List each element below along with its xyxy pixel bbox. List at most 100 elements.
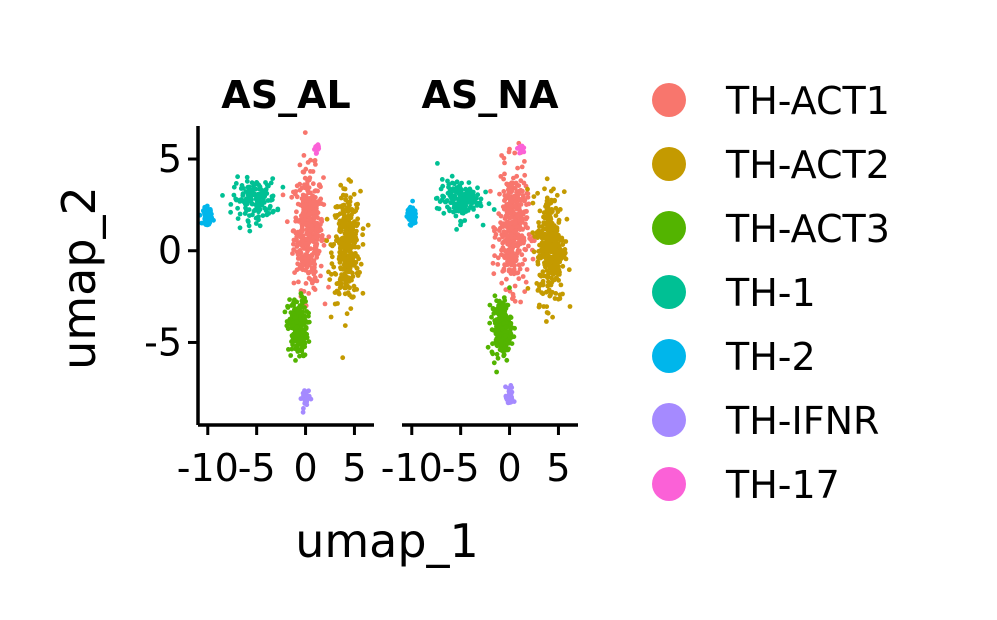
point-th-act1 [306, 291, 312, 296]
point-th-act1 [505, 258, 510, 264]
point-th-act1 [301, 205, 306, 211]
point-th-act1 [516, 276, 522, 282]
point-th-act3 [498, 347, 504, 353]
point-th-1 [243, 189, 249, 195]
x-tick-label: -10 [381, 446, 443, 490]
point-th-act1 [524, 209, 529, 214]
point-th-act1 [290, 251, 295, 256]
point-th-act2 [549, 255, 555, 261]
point-th-act3 [290, 338, 296, 344]
point-th-act1 [501, 239, 507, 244]
point-th-act3 [489, 314, 494, 320]
point-th-act1 [502, 198, 507, 204]
point-th-act2 [558, 248, 563, 254]
point-th-act2 [554, 192, 560, 198]
point-th-1 [265, 198, 271, 203]
point-th-act2 [539, 243, 545, 249]
point-th-act1 [508, 189, 514, 195]
point-th-act3 [300, 300, 305, 306]
point-th-act3 [302, 305, 307, 310]
point-th-act2 [543, 289, 549, 295]
point-th-act2 [358, 261, 364, 267]
point-th-act2 [339, 277, 345, 282]
point-th-act3 [508, 321, 514, 327]
point-th-act1 [291, 237, 297, 243]
point-th-act1 [500, 268, 506, 274]
legend-key-th-1 [652, 275, 686, 309]
legend-label-th-act3: TH-ACT3 [725, 207, 890, 251]
point-th-act2 [544, 201, 549, 207]
point-th-act2 [343, 193, 349, 198]
point-th-act2 [531, 249, 537, 255]
point-th-act2 [544, 268, 550, 273]
point-th-1 [275, 207, 281, 213]
point-th-act1 [297, 187, 303, 193]
point-th-act2 [355, 254, 360, 259]
point-th-1 [247, 228, 253, 234]
point-th-act3 [291, 334, 297, 340]
point-th-act2 [563, 239, 569, 244]
point-th-act2 [354, 270, 360, 276]
point-th-act2 [535, 255, 541, 260]
point-th-act1 [296, 218, 301, 224]
point-th-act2 [341, 186, 346, 192]
point-th-ifnr [306, 388, 311, 394]
point-th-2 [410, 198, 415, 204]
x-tick-label: 0 [293, 446, 317, 490]
point-th-act1 [310, 181, 316, 187]
point-th-act1 [506, 220, 512, 226]
point-th-act1 [517, 233, 523, 239]
point-th-act2 [553, 266, 559, 272]
point-th-act1 [313, 202, 319, 208]
point-th-act2 [545, 283, 551, 289]
point-th-1 [451, 181, 457, 187]
point-th-act1 [284, 219, 290, 225]
point-th-act2 [532, 234, 538, 239]
point-th-act2 [530, 230, 536, 236]
point-th-act1 [299, 256, 304, 261]
point-th-act2 [350, 231, 356, 237]
point-th-act2 [555, 209, 561, 215]
point-th-act1 [526, 201, 532, 207]
point-th-act3 [288, 353, 294, 358]
point-th-act2 [542, 226, 547, 232]
point-th-act3 [303, 326, 309, 331]
point-th-act1 [492, 235, 498, 240]
point-th-1 [452, 196, 458, 201]
point-th-act1 [313, 244, 318, 249]
point-th-act1 [297, 162, 303, 168]
point-th-1 [457, 194, 463, 200]
point-th-act1 [515, 213, 520, 219]
x-tick-label: 0 [497, 446, 521, 490]
point-th-act1 [522, 198, 527, 204]
point-th-1 [441, 194, 447, 200]
point-th-act2 [525, 186, 530, 192]
point-th-17 [517, 150, 522, 156]
point-th-act1 [326, 284, 331, 290]
point-th-act2 [557, 259, 563, 265]
point-th-act3 [492, 293, 498, 299]
point-th-act2 [342, 217, 348, 223]
point-th-1 [240, 193, 246, 198]
point-th-1 [253, 221, 259, 226]
point-th-act2 [560, 242, 566, 248]
point-th-act2 [545, 274, 551, 280]
point-th-act2 [545, 219, 550, 225]
point-th-act3 [491, 311, 497, 316]
point-th-act2 [351, 287, 357, 293]
point-th-act3 [495, 355, 501, 361]
point-th-act2 [343, 229, 349, 235]
point-th-act1 [520, 261, 525, 267]
point-th-act1 [291, 241, 296, 247]
point-th-act3 [306, 310, 311, 316]
point-th-1 [466, 180, 472, 186]
point-th-1 [480, 222, 486, 228]
point-th-act2 [360, 226, 366, 232]
point-th-1 [435, 161, 440, 166]
axes: -10-5 0 5 -10-5 0 550-5 [144, 126, 578, 490]
point-th-act2 [346, 221, 352, 227]
x-tick-label: 5 [342, 446, 366, 490]
point-th-act2 [348, 306, 354, 311]
point-th-act1 [507, 210, 513, 215]
